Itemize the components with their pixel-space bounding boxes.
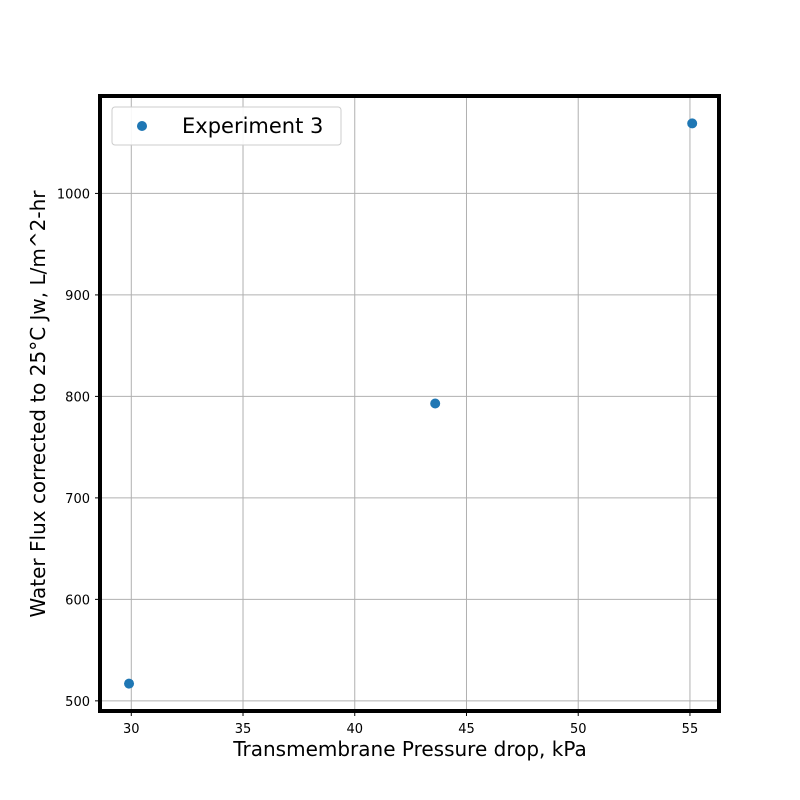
- y-tick-label: 500: [65, 695, 90, 710]
- legend-label: Experiment 3: [182, 114, 323, 138]
- legend-marker: [137, 121, 147, 131]
- data-point: [430, 398, 441, 409]
- x-tick-label: 40: [346, 722, 363, 737]
- plot-frame: [98, 94, 721, 713]
- y-tick-label: 700: [65, 492, 90, 507]
- y-tick-label: 800: [65, 390, 90, 405]
- x-tick-label: 30: [123, 722, 140, 737]
- x-tick-label: 45: [458, 722, 475, 737]
- data-point: [687, 118, 698, 129]
- y-tick-label: 900: [65, 289, 90, 304]
- x-tick-label: 55: [682, 722, 699, 737]
- x-axis-label: Transmembrane Pressure drop, kPa: [232, 737, 587, 761]
- data-point: [124, 678, 135, 689]
- y-tick-label: 600: [65, 593, 90, 608]
- legend: Experiment 3: [111, 106, 342, 146]
- x-tick-label: 50: [570, 722, 587, 737]
- plot-border: [98, 94, 721, 713]
- data-points: [124, 118, 698, 689]
- grid-lines: [100, 96, 719, 711]
- x-tick-label: 35: [235, 722, 252, 737]
- axis-ticks: 30 35 40 45 50 55 500 600 700 800 900 1000: [57, 187, 698, 737]
- y-axis-label: Water Flux corrected to 25°C Jw, L/m^2-h…: [26, 190, 50, 618]
- legend-box: [111, 106, 342, 146]
- y-tick-label: 1000: [57, 187, 90, 202]
